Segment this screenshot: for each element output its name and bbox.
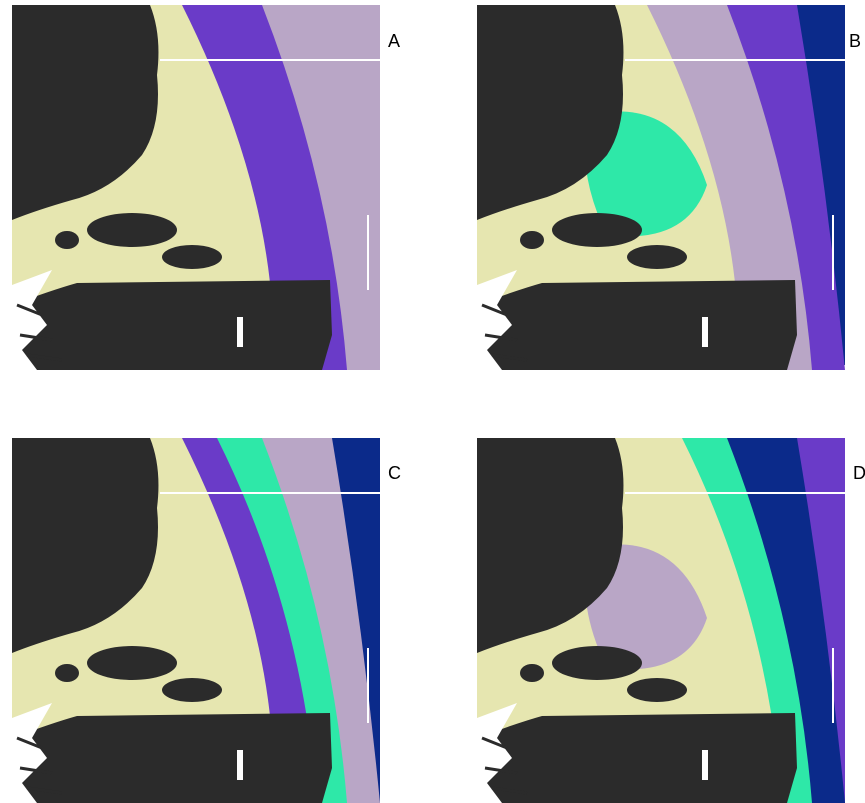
map-a	[12, 5, 380, 370]
map-b	[477, 5, 845, 370]
page: A B C D (() => { const data = JSON.parse…	[0, 0, 865, 803]
panel-label: D	[853, 463, 865, 483]
map-d	[477, 438, 845, 803]
figure: A B C D	[0, 0, 865, 803]
panel-label: C	[388, 463, 401, 483]
map-c	[12, 438, 380, 803]
panel-label: A	[388, 31, 400, 51]
panel-label: B	[849, 31, 861, 51]
